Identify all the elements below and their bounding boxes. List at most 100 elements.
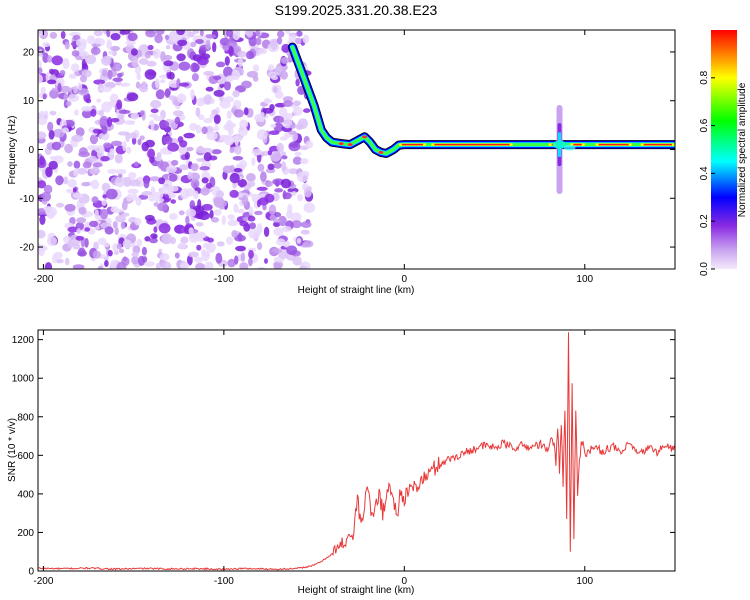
noise-blob — [254, 210, 263, 216]
noise-blob — [148, 194, 156, 202]
noise-blob — [292, 156, 302, 165]
noise-blob — [72, 34, 81, 41]
noise-blob — [246, 180, 256, 187]
noise-blob — [188, 232, 199, 243]
noise-blob — [96, 98, 102, 103]
noise-blob — [109, 148, 115, 156]
noise-blob — [106, 30, 111, 38]
noise-blob — [264, 258, 268, 264]
noise-blob — [80, 75, 87, 83]
noise-blob — [195, 107, 201, 117]
noise-blob — [91, 196, 99, 204]
y-tick-label: 1200 — [12, 335, 35, 346]
snr-series-line — [38, 332, 675, 571]
noise-blob — [91, 43, 101, 48]
colorbar-label: Normalized spectral amplitude — [737, 82, 748, 217]
noise-blob — [115, 63, 121, 72]
noise-blob — [143, 261, 155, 267]
noise-blob — [179, 262, 190, 269]
noise-blob — [84, 237, 89, 248]
noise-blob — [97, 265, 104, 269]
noise-blob — [187, 171, 193, 180]
snr-frame — [37, 329, 676, 572]
noise-blob — [153, 202, 159, 207]
noise-blob — [129, 120, 136, 125]
noise-blob — [101, 125, 108, 135]
noise-blob — [290, 212, 302, 223]
ridge-hot-spot — [347, 143, 353, 147]
noise-blob — [146, 60, 157, 67]
noise-blob — [251, 157, 256, 166]
noise-blob — [136, 238, 143, 247]
noise-blob — [213, 209, 222, 216]
noise-blob — [147, 44, 154, 51]
noise-blob — [45, 206, 57, 217]
noise-blob — [260, 111, 265, 123]
noise-blob — [108, 50, 114, 55]
y-tick-label: 800 — [17, 412, 34, 423]
y-tick-label: 1000 — [12, 374, 35, 385]
noise-blob — [131, 256, 140, 265]
noise-blob — [235, 245, 246, 252]
noise-blob — [276, 37, 283, 45]
noise-blob — [55, 175, 64, 186]
noise-blob — [274, 66, 283, 76]
noise-blob — [270, 150, 282, 162]
noise-blob — [150, 108, 159, 114]
noise-blob — [131, 56, 139, 68]
noise-blob — [184, 152, 190, 160]
noise-blob — [155, 262, 161, 269]
noise-blob — [271, 75, 279, 81]
noise-blob — [276, 238, 286, 246]
x-tick-label: 0 — [402, 274, 408, 285]
noise-blob — [60, 31, 66, 39]
noise-blob — [248, 228, 261, 239]
noise-blob — [257, 47, 268, 55]
noise-blob — [206, 237, 214, 243]
noise-blob — [51, 141, 62, 151]
noise-blob — [125, 40, 137, 46]
noise-blob — [246, 71, 259, 78]
noise-blob — [93, 241, 99, 251]
noise-blob — [200, 187, 210, 196]
noise-blob — [256, 129, 268, 141]
noise-blob — [179, 140, 188, 148]
noise-blob — [72, 243, 81, 250]
noise-blob — [196, 232, 207, 239]
ridge-hot-spot — [338, 142, 344, 146]
noise-blob — [205, 86, 214, 92]
y-tick-label: -10 — [20, 194, 35, 205]
noise-blob — [149, 113, 158, 118]
noise-blob — [273, 221, 281, 227]
noise-blob — [62, 127, 69, 134]
noise-blob — [201, 203, 213, 211]
noise-blob — [234, 255, 239, 265]
noise-blob — [74, 109, 79, 116]
noise-blob — [100, 155, 110, 162]
noise-blob — [164, 88, 171, 99]
noise-blob — [165, 165, 177, 173]
noise-blob — [110, 33, 121, 41]
noise-blob — [114, 176, 125, 188]
noise-blob — [110, 118, 120, 123]
noise-blob — [225, 119, 233, 130]
noise-blob — [42, 93, 47, 100]
noise-blob — [162, 193, 169, 201]
noise-blob — [229, 172, 240, 184]
noise-blob — [115, 169, 127, 175]
noise-blob — [159, 253, 170, 261]
noise-blob — [150, 233, 158, 239]
noise-blob — [229, 189, 239, 198]
noise-blob — [303, 188, 312, 198]
snr-x-label: Height of straight line (km) — [298, 585, 415, 596]
noise-blob — [270, 123, 277, 128]
noise-blob — [75, 38, 88, 47]
noise-blob — [262, 204, 267, 211]
noise-blob — [101, 56, 112, 66]
noise-blob — [70, 63, 80, 72]
noise-blob — [76, 168, 88, 175]
y-tick-label: 200 — [17, 528, 34, 539]
noise-blob — [63, 93, 68, 103]
noise-blob — [78, 207, 87, 215]
